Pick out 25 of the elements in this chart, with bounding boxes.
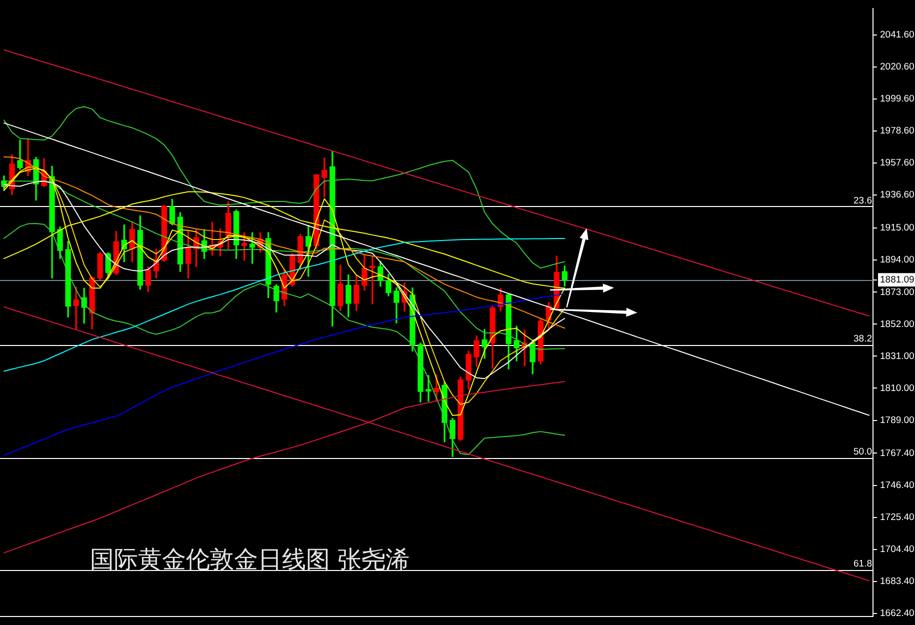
y-tick-label: 1810.00 [880, 382, 914, 394]
y-tick-label: 1881.09 [880, 274, 914, 286]
annotation: 50.0 [854, 446, 872, 458]
y-tick-label: 1957.60 [880, 158, 914, 169]
annotation: 23.6 [854, 195, 872, 206]
y-tick-label: 1999.60 [880, 94, 914, 105]
y-tick-label: 1936.60 [880, 190, 914, 201]
y-tick-label: 1894.00 [880, 254, 914, 266]
y-tick-label: 1683.40 [880, 576, 914, 587]
y-tick-label: 2041.60 [880, 30, 914, 41]
y-tick-label: 1831.00 [880, 350, 914, 362]
y-tick-label: 1789.00 [880, 414, 914, 426]
y-tick-label: 1978.60 [880, 126, 914, 137]
annotation: 61.8 [854, 558, 872, 570]
y-tick-label: 2020.60 [880, 62, 914, 73]
y-tick-label: 1725.40 [880, 512, 914, 523]
y-tick-label: 1873.00 [880, 286, 914, 298]
y-tick-label: 1704.40 [880, 544, 914, 555]
annotation: 38.2 [854, 333, 872, 344]
y-tick-label: 1767.40 [880, 448, 914, 459]
text: 国际黄金伦敦金日线图 张尧浠 [90, 546, 410, 574]
y-tick-label: 1746.40 [880, 480, 914, 491]
y-tick-label: 1852.00 [880, 318, 914, 330]
y-tick-label: 1915.00 [880, 222, 914, 234]
y-tick-label: 1662.40 [880, 608, 914, 620]
